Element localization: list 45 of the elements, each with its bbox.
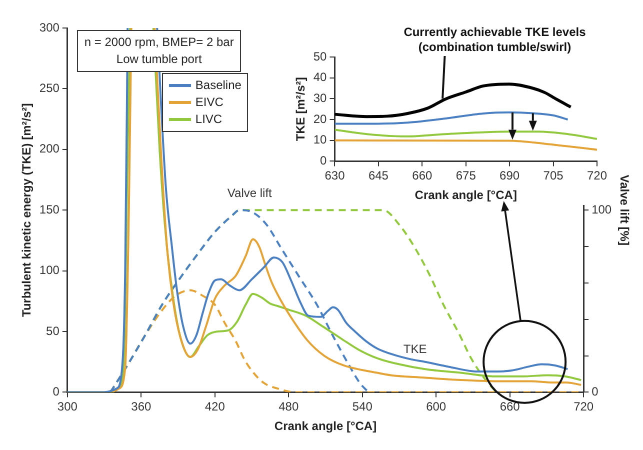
y-tick-label: 20 <box>313 112 328 126</box>
x-tick-label: 645 <box>368 168 389 183</box>
x-tick-label: 600 <box>426 400 446 414</box>
x-tick-label: 720 <box>586 168 608 183</box>
annotation: Currently achievable TKE levels (combination tumble/swirl) <box>402 25 587 55</box>
annotation: TKE <box>403 342 427 356</box>
x-tick-label: 480 <box>278 400 299 414</box>
x-tick-label: 630 <box>324 168 346 183</box>
legend-label: EIVC <box>195 95 224 109</box>
line-series <box>334 82 572 118</box>
y-tick-label: 50 <box>313 49 328 64</box>
y-tick-label: 0 <box>320 154 328 168</box>
x-tick-label: 660 <box>412 168 432 183</box>
y-tick-label: 150 <box>39 202 60 216</box>
x-tick-label: 705 <box>543 168 564 183</box>
y-tick-label: 40 <box>313 70 328 84</box>
annotation: n = 2000 rpm, BMEP= 2 bar Low tumble port <box>77 30 241 72</box>
x-tick-label: 660 <box>500 400 520 414</box>
line-series <box>334 128 597 140</box>
legend-label: LIVC <box>195 112 222 126</box>
y-tick-label: 250 <box>39 81 60 96</box>
y-tick-label: 0 <box>52 384 60 399</box>
y2-tick-label: 0 <box>592 384 599 399</box>
legend-label: Baseline <box>195 78 242 92</box>
y-tick-label: 10 <box>313 132 328 147</box>
line-series <box>334 111 569 125</box>
y2-tick-label: 100 <box>592 202 612 216</box>
y2-axis-title: Valve lift [%] <box>617 174 632 246</box>
x-axis-title: Crank angle [°CA] <box>414 188 517 202</box>
x-axis-title: Crank angle [°CA] <box>274 419 377 434</box>
y-tick-label: 100 <box>39 263 60 278</box>
x-tick-label: 540 <box>352 400 373 414</box>
y-axis-title: Turbulent kinetic energy (TKE) [m²/s²] <box>20 103 34 317</box>
x-tick-label: 300 <box>57 400 78 414</box>
y-tick-label: 30 <box>313 90 328 105</box>
x-tick-label: 720 <box>574 400 594 414</box>
x-tick-label: 360 <box>131 400 152 414</box>
x-tick-label: 420 <box>204 400 226 414</box>
x-tick-label: 675 <box>456 168 476 183</box>
y-tick-label: 200 <box>39 142 60 156</box>
y-tick-label: 300 <box>39 20 60 34</box>
x-tick-label: 690 <box>500 168 520 183</box>
annotation: Valve lift <box>227 186 272 200</box>
y-axis-title: TKE [m²/s²] <box>294 77 308 142</box>
y-tick-label: 50 <box>46 324 60 338</box>
